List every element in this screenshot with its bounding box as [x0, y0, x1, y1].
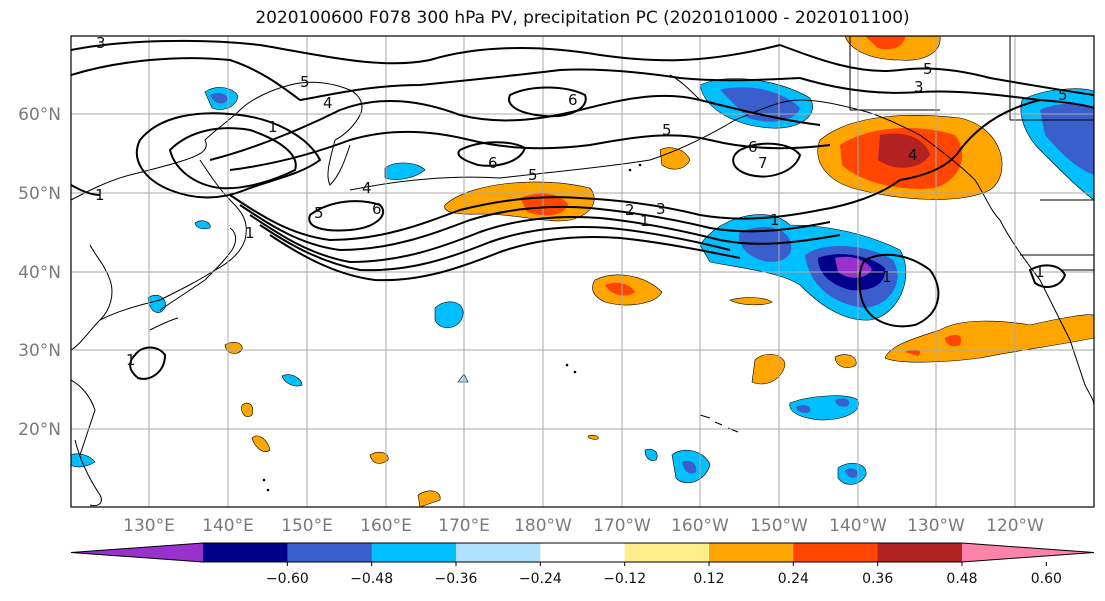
colorbar-segment [203, 543, 288, 562]
contour-label: 1 [268, 118, 278, 136]
colorbar-tick-label: −0.48 [350, 571, 393, 587]
contour-label: 4 [362, 179, 372, 197]
colorbar-tick-label: −0.24 [519, 571, 562, 587]
lon-label: 130°E [123, 516, 175, 536]
lat-label-30n: 30°N [18, 341, 61, 361]
lon-label: 160°W [671, 516, 729, 536]
contour-label: 6 [748, 138, 758, 156]
lon-label: 180°W [514, 516, 572, 536]
colorbar-tick-label: −0.12 [603, 571, 646, 587]
contour-label: 3 [656, 200, 666, 218]
colorbar-segment [709, 543, 794, 562]
latitude-labels: 60°N 50°N 40°N 30°N 20°N [18, 105, 61, 440]
colorbar-tick-label: 0.48 [946, 571, 977, 587]
contour-label: 3 [914, 78, 924, 96]
lon-label: 140°E [202, 516, 254, 536]
contour-label: 3 [96, 34, 106, 52]
contour-label: 6 [488, 154, 498, 172]
contour-label: 5 [314, 204, 324, 222]
colorbar-tick-label: 0.24 [778, 571, 809, 587]
colorbar: −0.60 −0.48 −0.36 −0.24 −0.12 0.12 0.24 0.36 0.4… [70, 542, 1095, 587]
contour-label: 1 [126, 351, 136, 369]
colorbar-outline [70, 542, 1095, 563]
lon-label: 150°W [750, 516, 808, 536]
contour-label: 5 [923, 60, 933, 78]
lat-label-40n: 40°N [18, 263, 61, 283]
colorbar-segment [877, 543, 963, 562]
lon-label: 130°W [907, 516, 965, 536]
longitude-labels: 130°E 140°E 150°E 160°E 170°E 180°W 170°… [123, 516, 1044, 536]
colorbar-tick-label: −0.36 [435, 571, 478, 587]
coastlines [71, 36, 1094, 507]
contour-label: 5 [528, 166, 538, 184]
lon-label: 160°E [360, 516, 412, 536]
contour-label: 5 [300, 73, 310, 91]
colorbar-segment [287, 543, 373, 562]
lat-label-60n: 60°N [18, 105, 61, 125]
island-dots [262, 163, 642, 492]
contour-label: 5 [662, 121, 672, 139]
colorbar-tick-label: 0.12 [693, 571, 724, 587]
pv-contour-labels: 3 5 4 1 1 6 5 4 5 6 5 6 2 1 3 5 6 7 3 5 … [95, 34, 1068, 369]
contour-label: 1 [882, 268, 892, 286]
contour-label: 2 [625, 201, 635, 219]
colorbar-segment [540, 543, 626, 562]
contour-label: 1 [1035, 263, 1045, 281]
contour-label: 5 [1058, 86, 1068, 104]
contour-label: 7 [758, 154, 768, 172]
map-border [70, 35, 1095, 508]
colorbar-tick-label: 0.60 [1031, 571, 1062, 587]
lon-label: 140°W [829, 516, 887, 536]
contour-label: 4 [908, 146, 918, 164]
colorbar-extend-low [71, 543, 203, 562]
colorbar-segment [793, 543, 879, 562]
colorbar-segment [624, 543, 710, 562]
map-title: 2020100600 F078 300 hPa PV, precipitatio… [255, 8, 910, 28]
contour-label: 4 [323, 94, 333, 112]
lon-label: 170°E [438, 516, 490, 536]
lat-label-20n: 20°N [18, 420, 61, 440]
colorbar-tick-label: −0.60 [266, 571, 309, 587]
contour-label: 1 [770, 211, 780, 229]
colorbar-segment [456, 543, 541, 562]
colorbar-tick-label: 0.36 [862, 571, 893, 587]
gridlines [71, 36, 1094, 507]
contour-label: 6 [372, 200, 382, 218]
lon-label: 120°W [986, 516, 1044, 536]
contour-label: 1 [95, 186, 105, 204]
lon-label: 150°E [281, 516, 333, 536]
contour-label: 1 [245, 224, 255, 242]
contour-label: 6 [568, 91, 578, 109]
colorbar-extend-high [962, 543, 1094, 562]
lon-label: 170°W [593, 516, 651, 536]
colorbar-segment [371, 543, 457, 562]
pv-contours [71, 39, 1094, 380]
contour-label: 1 [640, 212, 650, 230]
lat-label-50n: 50°N [18, 184, 61, 204]
